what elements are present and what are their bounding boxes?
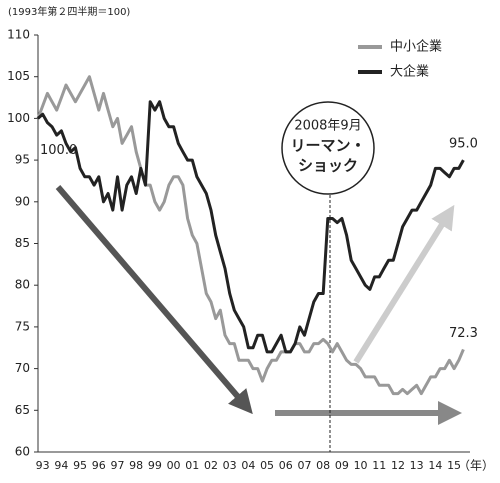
x-tick-label: 05 bbox=[260, 459, 274, 472]
x-tick-label: 10 bbox=[354, 459, 368, 472]
x-tick-label: 01 bbox=[185, 459, 199, 472]
x-tick-label: 15 bbox=[447, 459, 461, 472]
x-tick-label: 98 bbox=[129, 459, 143, 472]
x-tick-label: 14 bbox=[428, 459, 442, 472]
annotation-circle bbox=[281, 101, 375, 195]
arrow bbox=[353, 204, 455, 364]
x-tick-label: 94 bbox=[54, 459, 68, 472]
arrow bbox=[55, 185, 253, 415]
note: (1993年第２四半期＝100) bbox=[8, 5, 130, 18]
x-tick-label: 95 bbox=[73, 459, 87, 472]
y-tick-label: 90 bbox=[15, 194, 30, 208]
y-tick-label: 70 bbox=[15, 361, 30, 375]
y-tick-label: 80 bbox=[15, 278, 30, 292]
annotation: ショック bbox=[298, 157, 358, 175]
y-tick-label: 60 bbox=[15, 445, 30, 459]
y-tick-label: 85 bbox=[15, 236, 30, 250]
y-tick-label: 95 bbox=[15, 153, 30, 167]
x-tick-label: 00 bbox=[167, 459, 181, 472]
x-tick-label: 04 bbox=[241, 459, 255, 472]
y-tick-label: 110 bbox=[7, 28, 30, 42]
x-tick-label: 11 bbox=[372, 459, 386, 472]
x-tick-label: 12 bbox=[391, 459, 405, 472]
x-tick-label: 02 bbox=[204, 459, 218, 472]
x-tick-label: 93 bbox=[36, 459, 50, 472]
data-label: 95.0 bbox=[449, 137, 478, 152]
annotation: 2008年9月 bbox=[294, 119, 361, 134]
legend-label: 大企業 bbox=[390, 64, 429, 80]
y-tick-label: 65 bbox=[15, 403, 30, 417]
x-tick-label: 96 bbox=[92, 459, 106, 472]
x-tick-label: 97 bbox=[110, 459, 124, 472]
y-tick-label: 100 bbox=[7, 111, 30, 125]
y-tick-label: 105 bbox=[7, 69, 30, 83]
x-tick-label: 99 bbox=[148, 459, 162, 472]
x-tick-label: 09 bbox=[335, 459, 349, 472]
line bbox=[37, 100, 465, 354]
y-tick-label: 75 bbox=[15, 319, 30, 333]
x-tick-label: 08 bbox=[316, 459, 330, 472]
data-label: 72.3 bbox=[449, 326, 478, 341]
data-label: 100.0 bbox=[40, 143, 77, 158]
x-tick-label: 07 bbox=[297, 459, 311, 472]
x-tick-label: 03 bbox=[223, 459, 237, 472]
legend-label: 中小企業 bbox=[390, 39, 442, 55]
line bbox=[36, 75, 465, 396]
x-tick-label: 13 bbox=[410, 459, 424, 472]
x-unit: （年） bbox=[458, 459, 494, 473]
x-tick-label: 06 bbox=[279, 459, 293, 472]
annotation: リーマン・ bbox=[290, 137, 365, 155]
